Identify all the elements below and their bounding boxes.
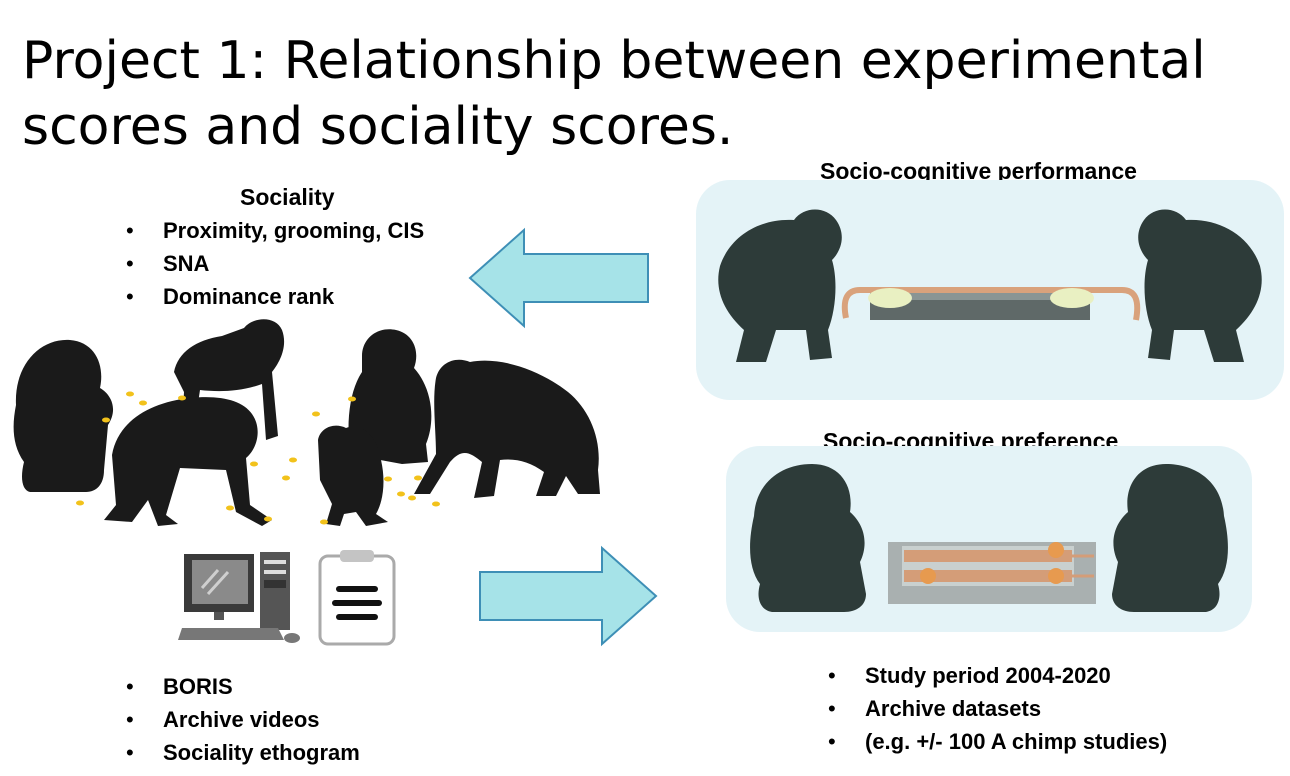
chimpanzee-silhouette	[414, 359, 600, 498]
chimpanzee-silhouette	[1112, 464, 1228, 612]
methods-item: Sociality ethogram	[126, 736, 360, 769]
arrow-left-icon	[468, 227, 649, 329]
methods-item: BORIS	[126, 670, 360, 703]
title-line-1: Project 1: Relationship between experime…	[22, 31, 1206, 91]
chimpanzee-silhouette	[348, 329, 432, 464]
computer-icon	[178, 552, 300, 643]
chimpanzee-silhouette	[1138, 209, 1262, 362]
title-line-2: scores and sociality scores.	[22, 97, 734, 157]
chimpanzee-silhouette	[174, 319, 285, 440]
clipboard-icon	[318, 550, 396, 646]
chimpanzee-silhouette	[104, 397, 272, 526]
performance-heading: Socio-cognitive performance	[820, 158, 1137, 184]
archive-item: Study period 2004-2020	[828, 659, 1167, 692]
methods-item: Archive videos	[126, 703, 360, 736]
chimpanzee-silhouette	[13, 339, 114, 492]
sociality-item: Dominance rank	[126, 280, 424, 313]
slide-title: Project 1: Relationship between experime…	[22, 28, 1282, 160]
archive-list: Study period 2004-2020 Archive datasets …	[828, 659, 1167, 758]
sociality-item: SNA	[126, 247, 424, 280]
sociality-heading: Sociality	[240, 184, 335, 210]
chimpanzee-silhouette	[750, 464, 866, 612]
sociality-item: Proximity, grooming, CIS	[126, 214, 424, 247]
methods-list: BORIS Archive videos Sociality ethogram	[126, 670, 360, 769]
sociality-list: Proximity, grooming, CIS SNA Dominance r…	[126, 214, 424, 313]
archive-item: Archive datasets	[828, 692, 1167, 725]
archive-item: (e.g. +/- 100 A chimp studies)	[828, 725, 1167, 758]
arrow-right-icon	[479, 545, 658, 647]
token-tray-illustration	[750, 464, 1228, 612]
chimpanzee-silhouette	[318, 425, 388, 526]
food-items	[76, 391, 440, 525]
pulling-apparatus-illustration	[718, 209, 1262, 362]
chimpanzee-silhouette	[718, 209, 842, 362]
